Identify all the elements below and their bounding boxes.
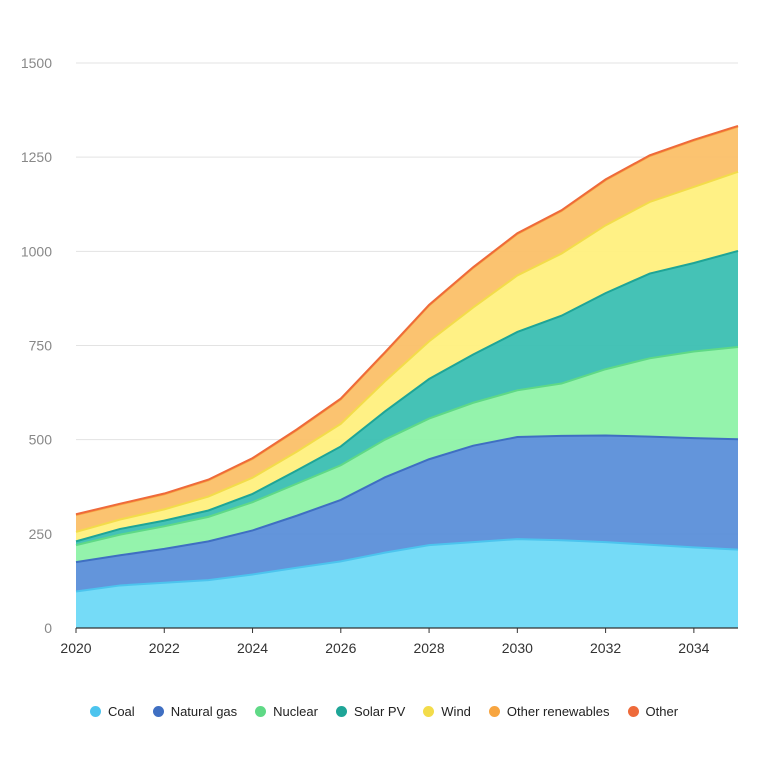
x-tick-label: 2028 — [413, 640, 444, 656]
area-solar-pv — [76, 250, 738, 546]
line-solar-pv — [75, 249, 739, 543]
y-tick-label: 1250 — [21, 149, 52, 165]
legend-item-natural-gas[interactable]: Natural gas — [152, 704, 238, 719]
line-other — [75, 124, 739, 516]
legend-label: Other renewables — [506, 704, 610, 719]
area-nuclear — [76, 347, 738, 563]
x-tick-label: 2032 — [590, 640, 621, 656]
legend-item-other-renewables[interactable]: Other renewables — [488, 704, 610, 719]
x-tick-label: 2020 — [60, 640, 91, 656]
legend-swatch-icon — [335, 706, 347, 717]
area-coal — [76, 539, 738, 628]
line-coal — [75, 538, 739, 593]
axes: 0 250 500 750 1000 1250 1500 2020 2022 2024 2026 20… — [21, 55, 738, 656]
legend-swatch-icon — [488, 706, 500, 717]
area-natural-gas — [76, 435, 738, 592]
legend-swatch-icon — [423, 706, 435, 717]
legend-swatch-icon — [152, 706, 164, 717]
legend-item-nuclear[interactable]: Nuclear — [255, 704, 318, 719]
y-tick-label: 250 — [29, 526, 53, 542]
x-tick-label: 2026 — [325, 640, 356, 656]
legend-label: Wind — [441, 704, 471, 719]
y-tick-label: 0 — [44, 620, 52, 636]
legend-swatch-icon — [627, 706, 639, 717]
legend-swatch-icon — [255, 706, 267, 717]
legend-swatch-icon — [89, 706, 101, 717]
line-wind — [75, 170, 739, 533]
x-tick-label: 2034 — [678, 640, 709, 656]
legend-label: Coal — [107, 704, 135, 719]
y-tick-label: 1500 — [21, 55, 52, 71]
x-tick-label: 2024 — [237, 640, 268, 656]
legend-label: Nuclear — [273, 704, 318, 719]
line-nuclear — [75, 346, 739, 547]
legend-item-other[interactable]: Other — [627, 704, 679, 719]
area-wind — [76, 171, 738, 542]
legend-item-coal[interactable]: Coal — [89, 704, 135, 719]
line-natural-gas — [75, 434, 739, 564]
x-tick-label: 2022 — [149, 640, 180, 656]
area-series — [76, 125, 738, 628]
legend-label: Natural gas — [170, 704, 238, 719]
legend-item-solar-pv[interactable]: Solar PV — [335, 704, 406, 719]
y-tick-label: 500 — [29, 432, 53, 448]
x-tick-label: 2030 — [502, 640, 533, 656]
series-outlines — [75, 124, 739, 593]
legend-label: Solar PV — [353, 704, 406, 719]
legend-item-wind[interactable]: Wind — [423, 704, 471, 719]
y-tick-label: 750 — [29, 338, 53, 354]
legend-label: Other — [645, 704, 679, 719]
chart-legend: Coal Natural gas Nuclear Solar PV Wind Other … — [0, 704, 768, 719]
y-tick-label: 1000 — [21, 243, 52, 259]
stacked-area-chart: 0 250 500 750 1000 1250 1500 2020 2022 2024 2026 20… — [21, 55, 739, 656]
